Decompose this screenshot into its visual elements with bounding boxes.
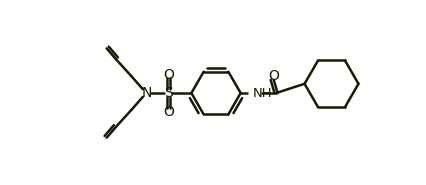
Text: O: O: [163, 68, 174, 82]
Text: NH: NH: [253, 87, 273, 100]
Text: S: S: [164, 86, 173, 100]
Text: N: N: [141, 86, 152, 100]
Text: O: O: [163, 105, 174, 119]
Text: O: O: [268, 69, 279, 83]
